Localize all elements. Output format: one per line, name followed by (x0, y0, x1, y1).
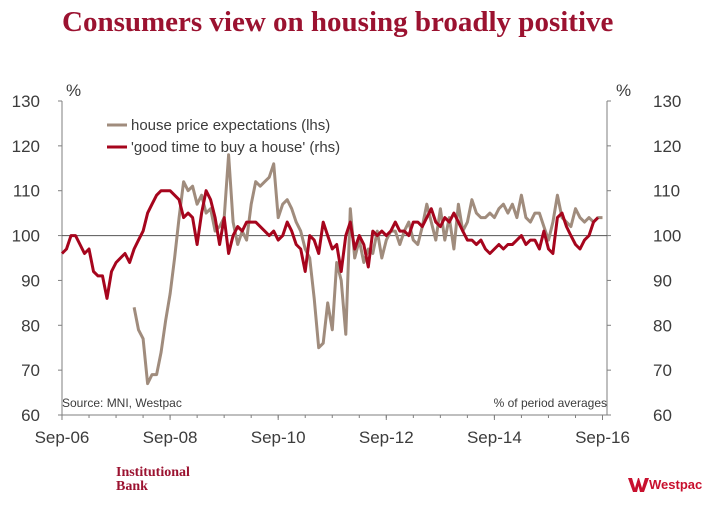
left-axis-unit: % (66, 81, 81, 100)
series-line-house-price-expectations (132, 153, 603, 386)
y-tick-label-right: 110 (653, 182, 680, 201)
y-tick-label-left: 110 (13, 182, 40, 201)
westpac-wordmark: Westpac (649, 477, 703, 492)
x-tick-label: Sep-12 (359, 428, 414, 447)
y-tick-label-right: 130 (653, 92, 681, 111)
slide-title: Consumers view on housing broadly positi… (62, 6, 614, 38)
y-tick-label-left: 130 (12, 92, 40, 111)
y-tick-label-right: 120 (653, 137, 681, 156)
institutional-bank-logo: Institutional Bank (116, 466, 190, 494)
x-tick-label: Sep-14 (467, 428, 522, 447)
westpac-logo: Westpac (628, 477, 702, 492)
axes-layer: 60 60 70 70 80 80 90 90 100 100 110 110 120 120 130 130… (12, 81, 682, 447)
y-tick-label-right: 80 (653, 316, 672, 335)
legend-label: house price expectations (lhs) (131, 117, 330, 134)
y-tick-label-right: 60 (653, 406, 672, 425)
y-tick-label-right: 70 (653, 361, 672, 380)
x-tick-label: Sep-16 (575, 428, 630, 447)
westpac-w-icon (628, 477, 649, 492)
source-note: Source: MNI, Westpac (62, 396, 182, 410)
y-tick-label-left: 90 (21, 271, 40, 290)
x-tick-label: Sep-10 (251, 428, 306, 447)
y-tick-label-left: 70 (21, 361, 40, 380)
period-average-note: % of period averages (494, 396, 607, 410)
series-line-good-time-to-buy (60, 189, 600, 300)
y-tick-label-left: 60 (21, 406, 40, 425)
y-tick-label-right: 90 (653, 271, 672, 290)
series-layer (60, 153, 603, 386)
legend-label: 'good time to buy a house' (rhs) (131, 139, 340, 156)
logo-line-1: Institutional (116, 465, 190, 480)
y-tick-label-left: 80 (21, 316, 40, 335)
y-tick-label-left: 120 (12, 137, 40, 156)
legend: house price expectations (lhs) 'good time… (107, 117, 340, 156)
logo-line-2: Bank (116, 479, 148, 494)
x-tick-label: Sep-06 (35, 428, 90, 447)
right-axis-unit: % (616, 81, 631, 100)
x-tick-label: Sep-08 (143, 428, 198, 447)
y-tick-label-left: 100 (12, 227, 40, 246)
y-tick-label-right: 100 (653, 227, 681, 246)
